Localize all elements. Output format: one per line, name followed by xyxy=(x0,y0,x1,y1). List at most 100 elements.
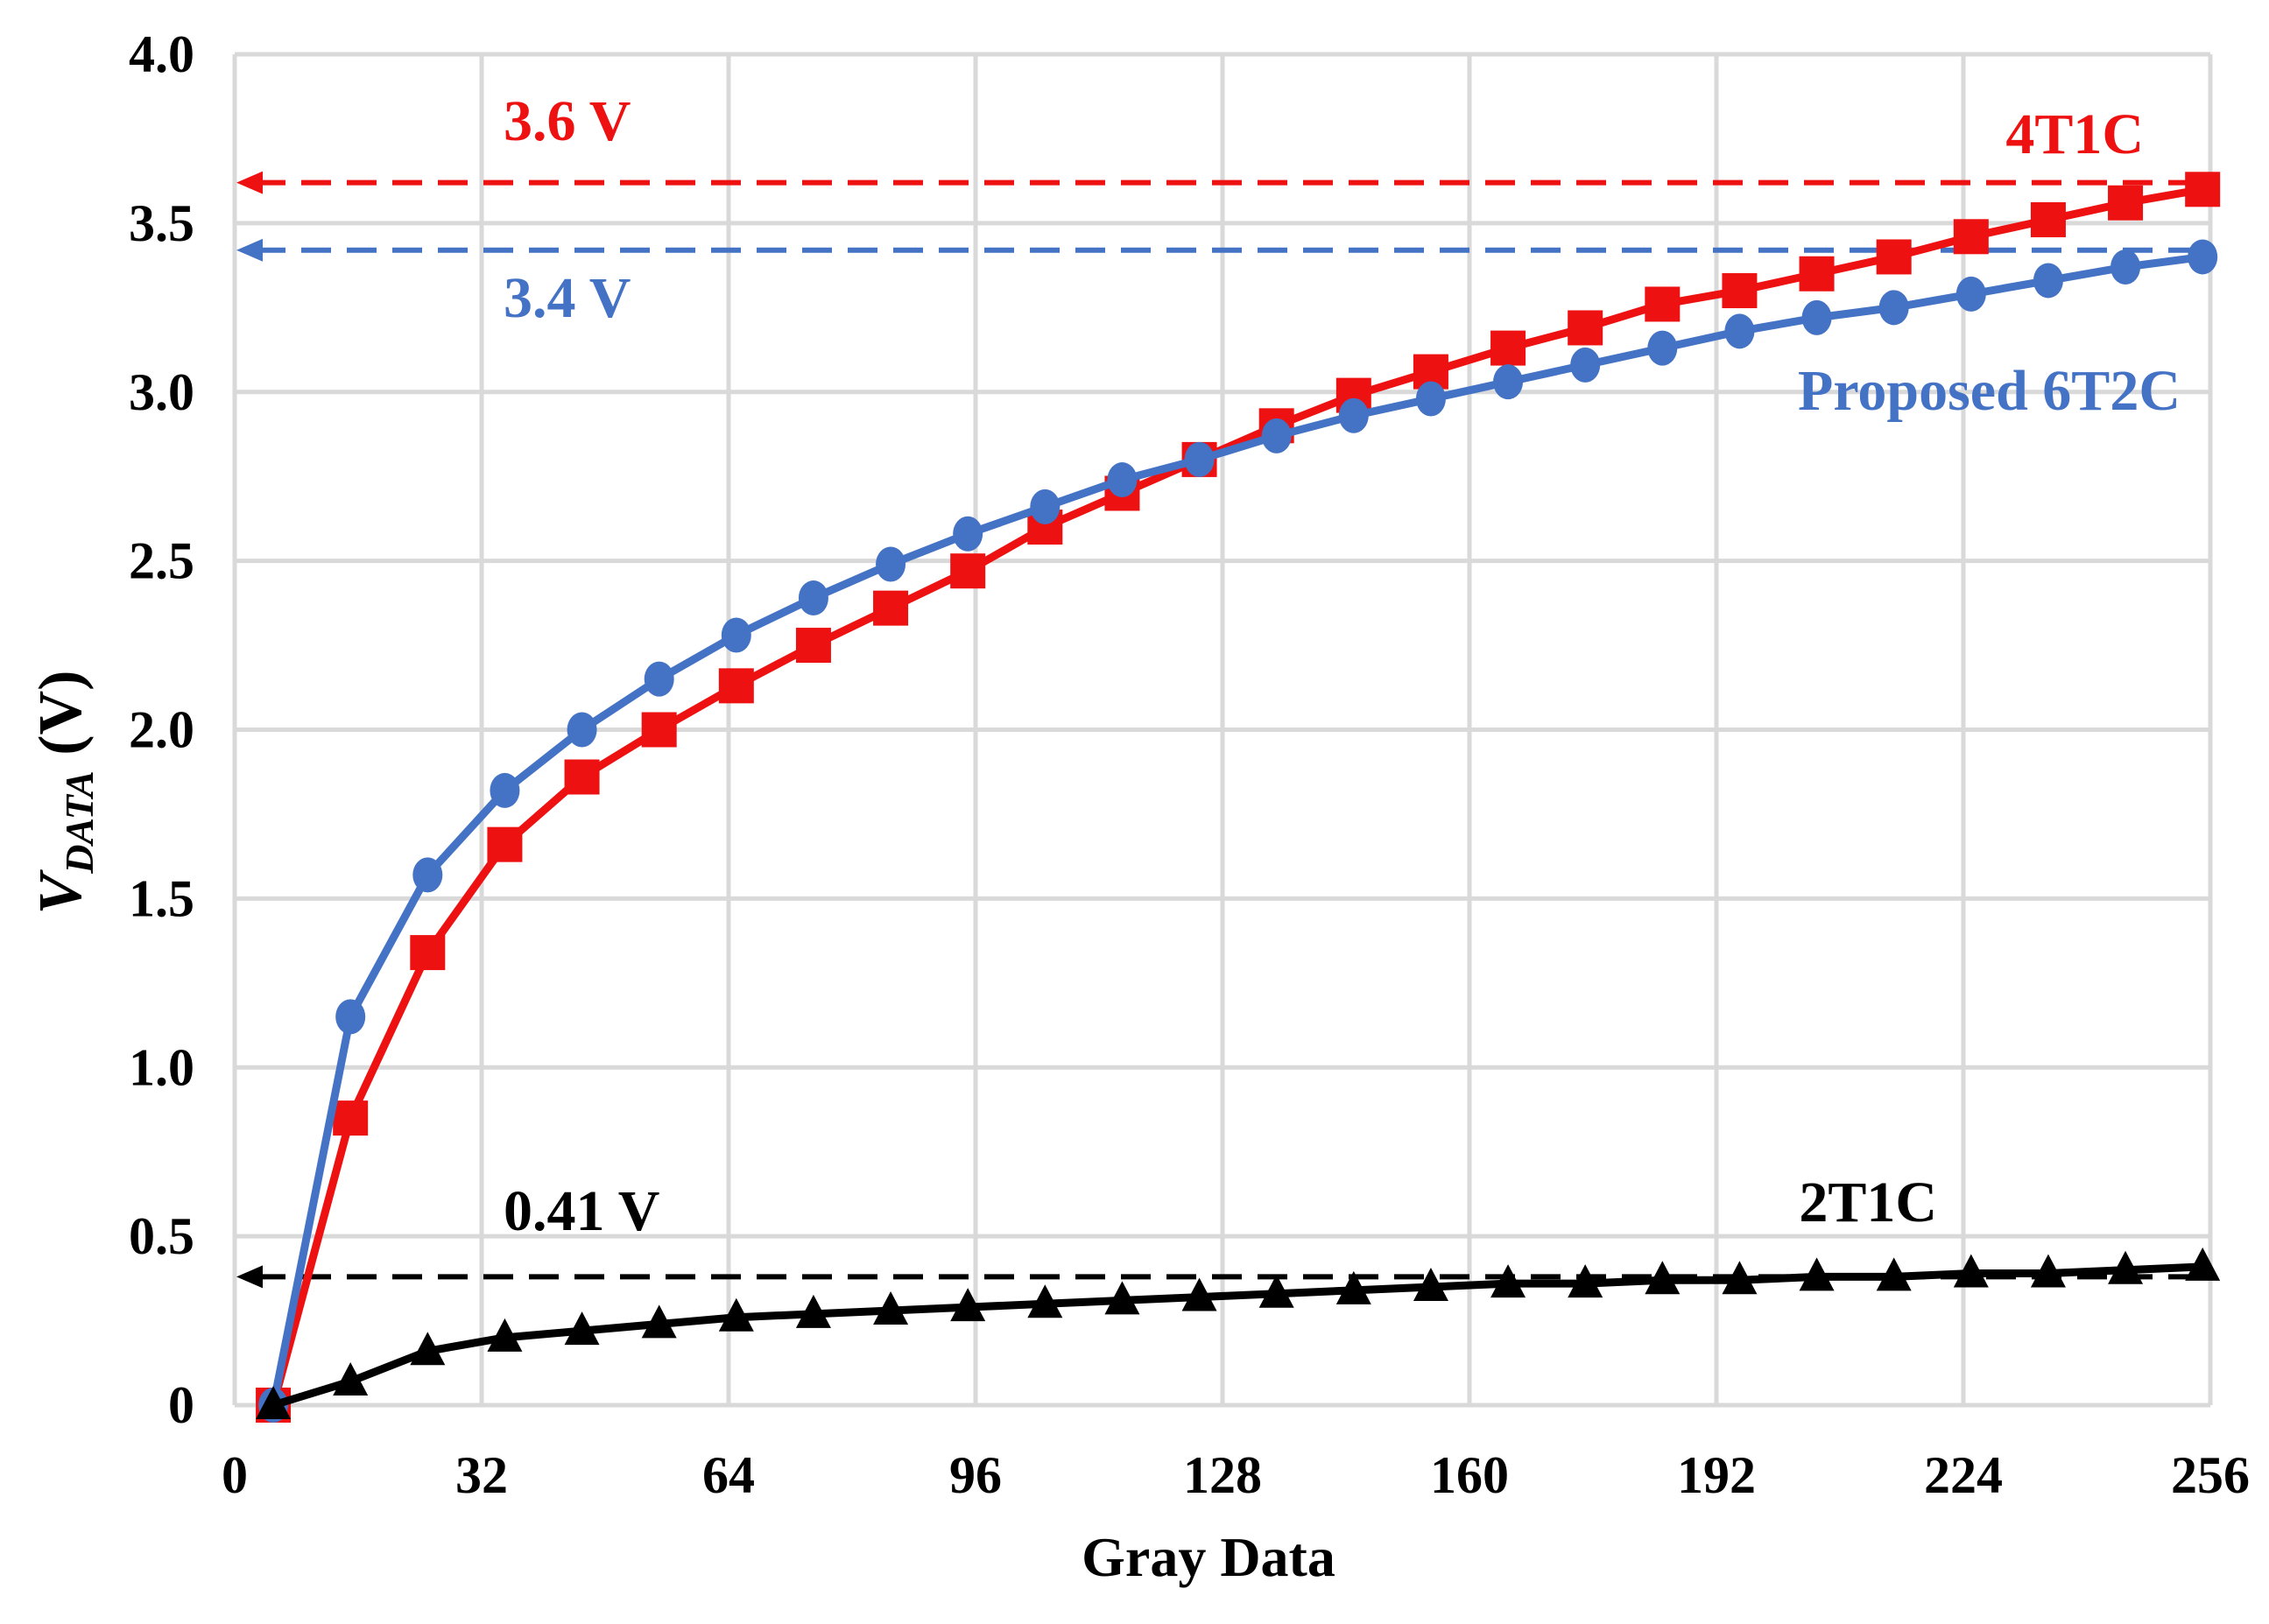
x-tick-label: 64 xyxy=(702,1446,755,1504)
data-point xyxy=(1722,1261,1758,1295)
y-axis-label-unit: (V) xyxy=(27,671,95,771)
reference-arrowhead xyxy=(236,238,263,262)
series-2t1c xyxy=(256,1247,2221,1419)
data-point xyxy=(1570,347,1601,383)
x-tick-label: 96 xyxy=(949,1446,1002,1504)
data-point xyxy=(1647,330,1678,366)
reference-label: 3.6 V xyxy=(504,89,631,153)
data-point xyxy=(644,661,674,697)
x-tick-label: 32 xyxy=(455,1446,508,1504)
data-point xyxy=(1027,1284,1063,1318)
y-tick-label: 0 xyxy=(168,1376,194,1434)
data-point xyxy=(1724,313,1755,349)
x-tick-label: 192 xyxy=(1677,1446,1756,1504)
data-point xyxy=(487,826,523,862)
data-point xyxy=(2185,1247,2221,1281)
data-point xyxy=(795,628,831,664)
data-point xyxy=(564,1311,600,1346)
data-point xyxy=(873,590,909,626)
data-point xyxy=(1415,381,1446,417)
y-axis-label-main: V xyxy=(27,869,95,915)
data-point xyxy=(1876,1257,1912,1291)
x-tick-label: 0 xyxy=(222,1446,248,1504)
data-point xyxy=(1878,290,1909,326)
data-point xyxy=(718,668,754,704)
data-point xyxy=(1184,441,1215,477)
data-point xyxy=(410,935,446,971)
data-point xyxy=(256,1386,292,1419)
y-tick-label: 0.5 xyxy=(129,1207,194,1265)
data-point xyxy=(1338,397,1369,433)
reference-label: 3.4 V xyxy=(504,266,631,330)
data-point xyxy=(721,617,751,653)
y-tick-label: 2.0 xyxy=(129,701,194,759)
data-point xyxy=(1801,299,1832,335)
data-point xyxy=(641,1304,677,1339)
data-point xyxy=(1413,1267,1448,1301)
data-point xyxy=(2033,263,2063,299)
reference-label: 0.41 V xyxy=(504,1179,659,1243)
reference-lines xyxy=(236,171,2210,1289)
series-layer xyxy=(256,172,2221,1423)
data-point xyxy=(333,1100,369,1136)
data-point xyxy=(412,857,443,893)
x-tick-label: 224 xyxy=(1924,1446,2003,1504)
data-point xyxy=(1261,418,1292,453)
data-point xyxy=(2185,172,2221,207)
y-tick-label: 1.5 xyxy=(129,869,194,927)
data-point xyxy=(1335,1270,1371,1304)
x-tick-label: 160 xyxy=(1430,1446,1509,1504)
x-tick-label: 256 xyxy=(2171,1446,2250,1504)
data-point xyxy=(333,1361,369,1396)
series-label: 4T1C xyxy=(2005,102,2144,166)
y-tick-label: 3.5 xyxy=(129,194,194,252)
y-axis-tick-labels: 0 0.5 1.0 1.5 2.0 2.5 3.0 3.5 4.0 xyxy=(129,25,194,1434)
x-tick-label: 128 xyxy=(1183,1446,1262,1504)
data-point xyxy=(335,999,366,1035)
data-point xyxy=(1258,1274,1294,1308)
data-point xyxy=(1568,1264,1603,1298)
reference-arrowhead xyxy=(236,171,263,194)
data-point xyxy=(1490,330,1526,366)
data-point xyxy=(1107,462,1138,498)
data-point xyxy=(1645,286,1681,322)
data-point xyxy=(1493,364,1524,400)
data-point xyxy=(1104,1281,1140,1315)
series-labels: 4T1C Proposed 6T2C 2T1C xyxy=(1798,102,2181,1234)
data-point xyxy=(795,1294,831,1328)
data-point xyxy=(1645,1261,1681,1295)
data-point xyxy=(487,1318,523,1352)
data-point xyxy=(490,772,520,808)
y-axis-label: VDATA (V) xyxy=(27,671,102,915)
data-point xyxy=(1953,219,1989,255)
data-point xyxy=(2030,202,2066,238)
data-point xyxy=(1568,310,1603,346)
data-point xyxy=(641,712,677,748)
y-tick-label: 3.0 xyxy=(129,363,194,421)
series-label: Proposed 6T2C xyxy=(1798,359,2181,423)
series-label: 2T1C xyxy=(1799,1171,1937,1234)
series-4t1c xyxy=(256,172,2221,1423)
data-point xyxy=(1490,1264,1526,1298)
reference-arrowhead xyxy=(236,1265,263,1289)
data-point xyxy=(2188,239,2218,275)
data-point xyxy=(1953,1254,1989,1288)
reference-labels: 3.6 V 3.4 V 0.41 V xyxy=(504,89,659,1243)
data-point xyxy=(1799,256,1835,292)
data-point xyxy=(1955,276,1986,312)
data-point xyxy=(873,1290,909,1325)
y-axis-label-subscript: DATA xyxy=(57,770,102,875)
data-point xyxy=(876,546,906,582)
data-point xyxy=(950,553,986,589)
data-point xyxy=(1030,489,1061,524)
data-point xyxy=(953,516,983,552)
data-point xyxy=(567,712,597,748)
data-point xyxy=(950,1288,986,1322)
data-point xyxy=(564,759,600,795)
data-point xyxy=(2108,185,2144,221)
data-point xyxy=(1876,239,1912,275)
data-point xyxy=(1799,1257,1835,1291)
data-point xyxy=(798,580,828,616)
